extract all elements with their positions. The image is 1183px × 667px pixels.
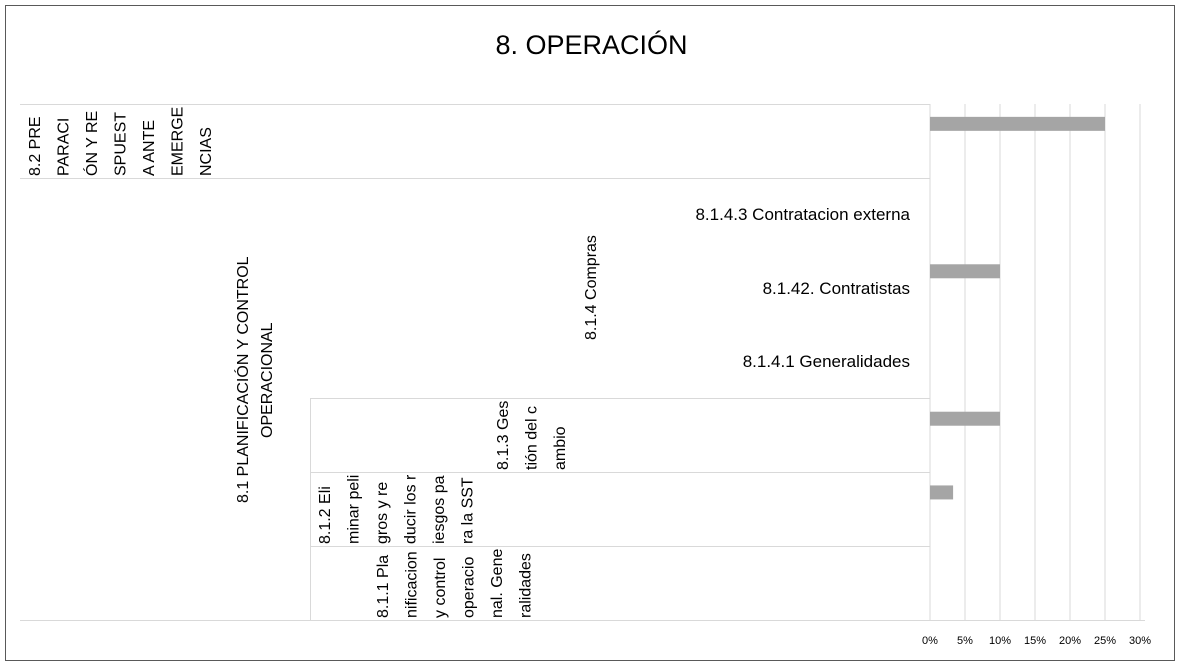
bar <box>930 264 1000 279</box>
x-tick-label: 30% <box>1129 635 1151 647</box>
bar <box>930 116 1105 131</box>
category-label: 8.2 PREPARACIÓN Y RESPUESTA ANTE EMERGEN… <box>27 106 215 176</box>
x-tick-label: 25% <box>1094 635 1116 647</box>
category-label: 8.1.42. Contratistas <box>762 279 910 298</box>
category-label: 8.1.4.1 Generalidades <box>742 352 910 371</box>
x-tick-label: 0% <box>922 635 938 647</box>
category-dividers <box>20 104 1145 621</box>
bar <box>930 411 1000 426</box>
chart-frame <box>5 5 1175 661</box>
x-tick-label: 15% <box>1024 635 1046 647</box>
x-tick-label: 5% <box>957 635 973 647</box>
group-label: 8.1.4 Compras <box>583 235 600 341</box>
group-label: 8.1 PLANIFICACIÓN Y CONTROL OPERACIONAL <box>235 256 276 504</box>
chart-title: 8. OPERACIÓN <box>495 30 688 60</box>
category-label: 8.1.4.3 Contratacion externa <box>695 205 910 224</box>
category-label: 8.1.1 Planificacion y control operaciona… <box>375 548 535 618</box>
category-label: 8.1.2 Eliminar peligros y reducir los ri… <box>317 474 477 544</box>
x-tick-label: 10% <box>989 635 1011 647</box>
bar <box>930 485 954 500</box>
x-tick-label: 20% <box>1059 635 1081 647</box>
category-label: 8.1.3 Gestión del cambio <box>495 400 569 470</box>
